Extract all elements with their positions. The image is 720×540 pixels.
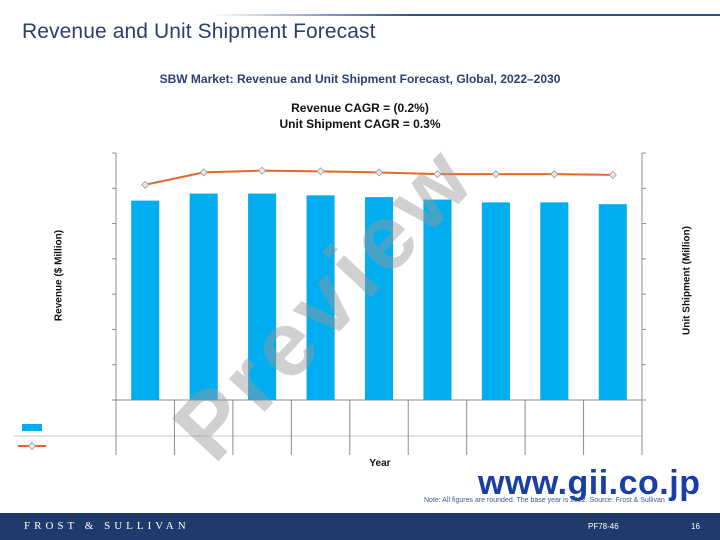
top-rule [0,0,720,3]
footer-brand: FROST & SULLIVAN [24,520,190,532]
page-number: 16 [691,522,700,531]
slide-title: Revenue and Unit Shipment Forecast [22,20,376,43]
revenue-bar [248,193,277,400]
y-axis-label-right: Unit Shipment (Million) [681,226,693,335]
revenue-cagr: Revenue CAGR = (0.2%) [291,101,429,115]
revenue-bar [364,197,394,400]
unit-shipment-marker [141,180,150,189]
y-axis-label-left: Revenue ($ Million) [53,229,65,322]
unit-shipment-cagr: Unit Shipment CAGR = 0.3% [279,117,441,131]
unit-shipment-marker [316,167,325,176]
unit-shipment-marker [550,170,559,179]
revenue-bar [481,202,510,400]
x-axis-label: Year [369,458,391,469]
revenue-bar [598,204,627,400]
source-note: Note: All figures are rounded. The base … [424,497,665,504]
footer-bar: FROST & SULLIVAN PF78-46 16 [0,513,720,540]
unit-shipment-marker [491,170,500,179]
revenue-bar [131,200,160,400]
footer-code: PF78-46 [588,522,619,531]
unit-shipment-marker [199,168,208,177]
revenue-bar [306,195,335,400]
revenue-bar [189,193,218,400]
unit-shipment-marker [608,170,617,179]
unit-shipment-marker [374,168,384,177]
unit-shipment-marker [258,166,267,175]
legend-swatch-unit-marker [27,441,37,451]
chart-title: SBW Market: Revenue and Unit Shipment Fo… [159,72,561,86]
unit-shipment-marker [433,170,442,179]
revenue-bar [423,199,452,400]
header-accent-line [210,14,720,16]
revenue-bar [540,202,569,400]
gii-watermark: www.gii.co.jp [478,464,701,502]
legend-swatch-revenue [22,424,42,431]
